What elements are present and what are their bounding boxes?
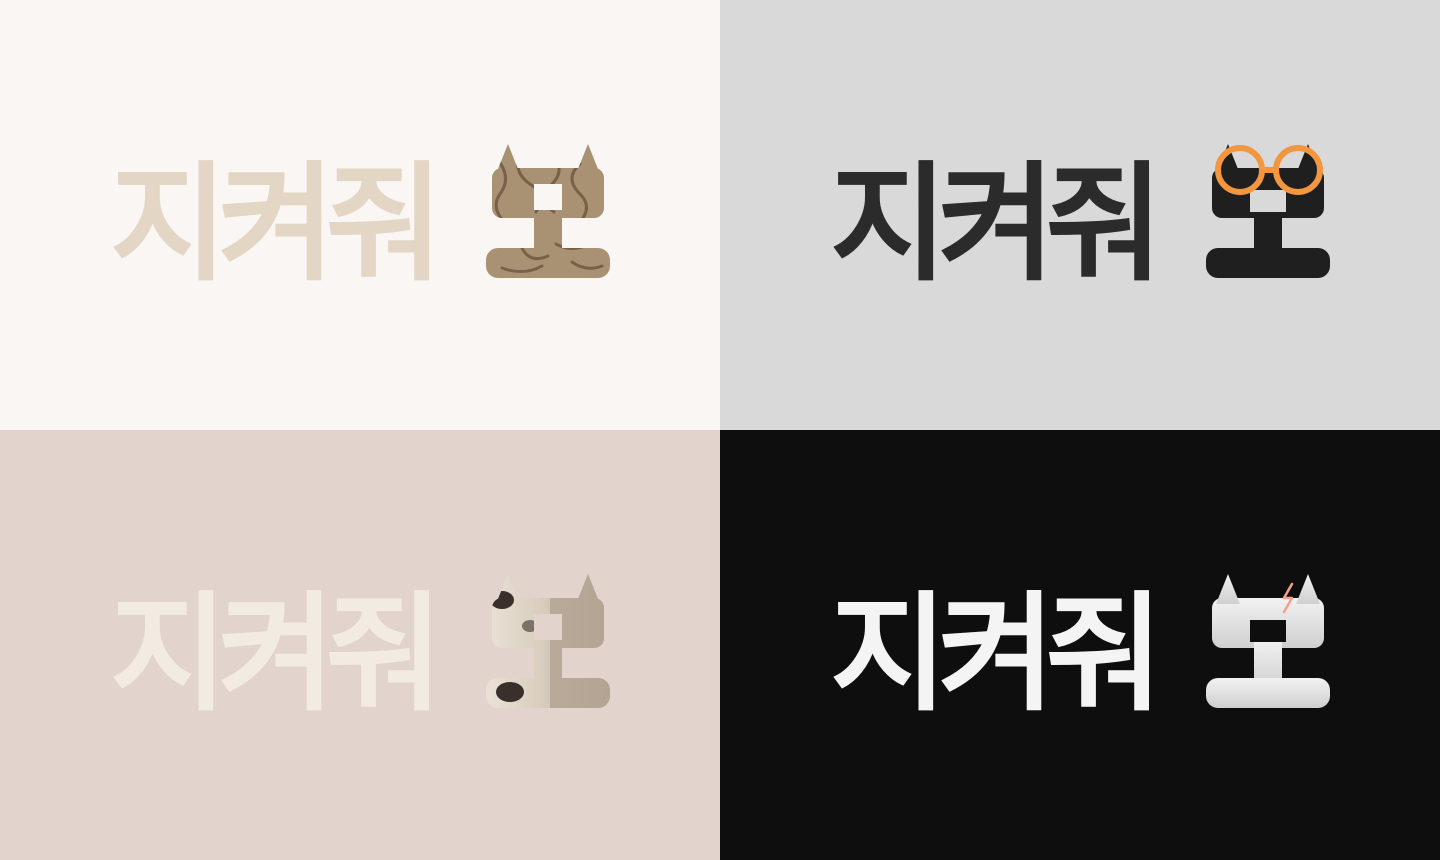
- logo-wordmark: 지켜줘: [830, 580, 1153, 720]
- logo-cream: 지켜줘: [110, 144, 610, 290]
- panel-black: 지켜줘: [720, 430, 1440, 860]
- panel-blush: 지켜줘: [0, 430, 720, 860]
- panel-grey: 지켜줘: [720, 0, 1440, 430]
- logo-grey: 지켜줘: [830, 144, 1330, 290]
- glasses-icon: [1215, 145, 1323, 195]
- cat-glyph-light: [1206, 574, 1330, 708]
- panel-cream: 지켜줘: [0, 0, 720, 430]
- cat-glyph-wood: [486, 144, 610, 278]
- logo-wordmark: 지켜줘: [110, 580, 433, 720]
- logo-black: 지켜줘: [830, 574, 1330, 720]
- logo-blush: 지켜줘: [110, 574, 610, 720]
- logo-wordmark: 지켜줘: [830, 150, 1153, 290]
- logo-wordmark: 지켜줘: [110, 150, 433, 290]
- cat-glyph-dark: [1206, 144, 1330, 278]
- lightning-scar-icon: [1282, 582, 1294, 614]
- cat-glyph-calico: [486, 574, 610, 708]
